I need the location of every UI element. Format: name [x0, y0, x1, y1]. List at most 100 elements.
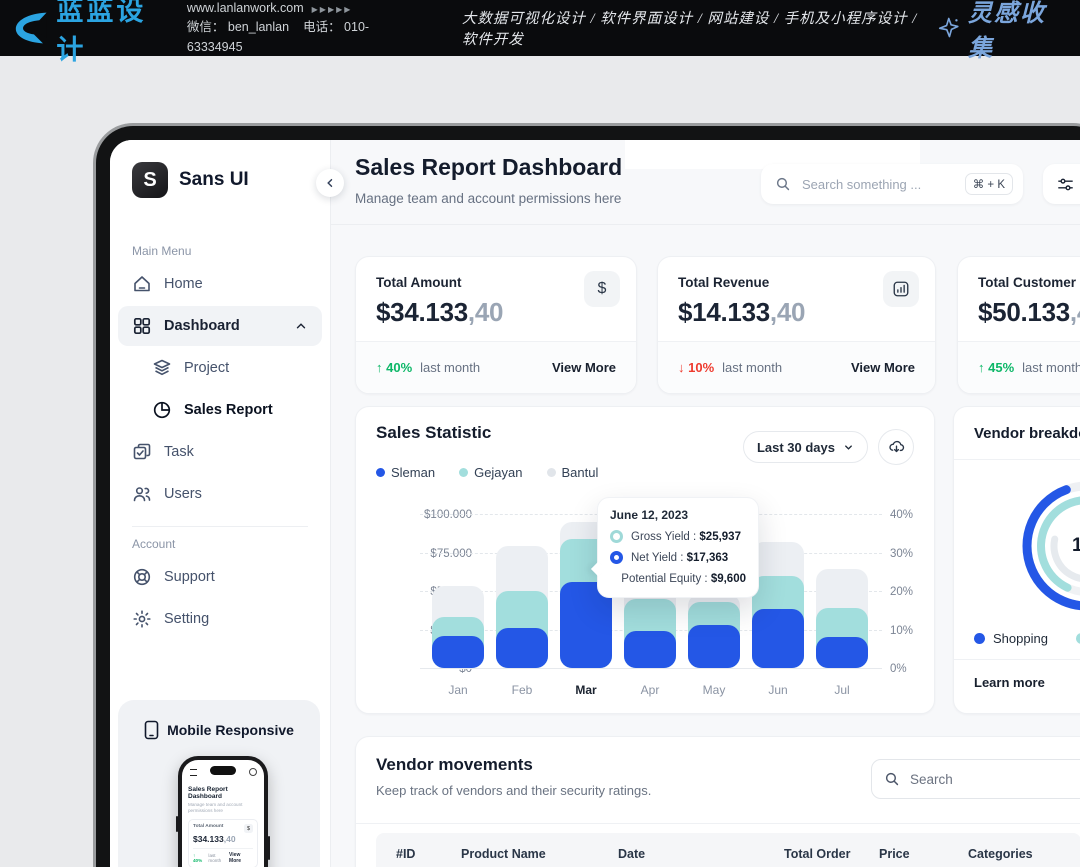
sidebar-item-label: Dashboard — [164, 318, 240, 334]
bar-jul-sleman[interactable] — [816, 637, 868, 668]
bar-apr-sleman[interactable] — [624, 631, 676, 668]
mini-stat-value: $34.133 — [193, 834, 224, 845]
period-label: last month — [1022, 360, 1080, 375]
y-tick-label: 40% — [890, 509, 914, 521]
search-icon — [885, 772, 899, 786]
view-more-link[interactable]: View More — [850, 360, 915, 375]
mini-view-more: View More — [229, 852, 241, 865]
trend-up-badge: 45% — [978, 360, 1014, 375]
legend-label: Sleman — [391, 465, 436, 480]
mobile-responsive-title: Mobile Responsive — [167, 722, 294, 738]
banner-services: 大数据可视化设计 / 软件界面设计 / 网站建设 / 手机及小程序设计 / 软件… — [461, 11, 918, 48]
mini-page-subtitle: Manage team and account permissions here — [188, 802, 243, 814]
banner-collect[interactable]: 灵感收集 — [937, 0, 1062, 63]
dollar-icon: $ — [244, 824, 253, 834]
mini-stat-title: Total Amount — [193, 824, 224, 830]
column-header-price: Price — [879, 847, 910, 861]
y-tick-label: 30% — [890, 547, 914, 560]
view-more-link[interactable]: View More — [551, 360, 616, 375]
sidebar-item-dashboard[interactable]: Dashboard — [118, 306, 322, 346]
column-header-product-name: Product Name — [461, 847, 546, 861]
sidebar-item-sales-report[interactable]: Sales Report — [138, 390, 322, 430]
sales-statistic-card: Sales Statistic Sleman Gejayan Bantul La… — [355, 406, 935, 714]
main-content: Sales Report Dashboard Manage team and a… — [330, 140, 1080, 867]
stat-value: $50.133 — [978, 297, 1070, 327]
stat-value: $14.133 — [678, 297, 770, 327]
search-icon — [776, 177, 790, 191]
users-icon — [133, 487, 151, 502]
lifebuoy-icon — [133, 568, 151, 586]
download-button[interactable] — [878, 429, 914, 465]
page-subtitle: Manage team and account permissions here — [355, 191, 622, 206]
period-label: last month — [722, 360, 783, 375]
laptop-mockup: S Sans UI Main Menu Home Dashboard — [93, 123, 1080, 867]
ring-icon — [610, 572, 614, 585]
sidebar-item-project[interactable]: Project — [138, 348, 322, 388]
donut-chart — [1022, 481, 1080, 611]
chevron-up-icon — [296, 323, 306, 329]
chart-title: Sales Statistic — [376, 423, 492, 442]
hamburger-icon — [190, 769, 197, 776]
stat-value: $34.133 — [376, 297, 468, 327]
sidebar-item-support[interactable]: Support — [118, 557, 322, 597]
month-label: Mar — [575, 683, 597, 697]
divider — [954, 659, 1080, 660]
sidebar-item-label: Support — [164, 569, 215, 585]
period-label: last month — [420, 360, 481, 375]
bar-jun-sleman[interactable] — [752, 609, 804, 668]
pie-chart-icon — [153, 401, 171, 419]
stat-title: Total Revenue — [678, 275, 770, 290]
donut-center-value: 10 — [1072, 535, 1080, 556]
legend-label: Gejayan — [474, 465, 523, 480]
legend-dot — [974, 633, 985, 644]
vendor-movements-title: Vendor movements — [376, 755, 533, 774]
gear-icon — [133, 610, 151, 628]
phone-screen: Sales Report Dashboard Manage team and a… — [182, 760, 264, 867]
sidebar-collapse-button[interactable] — [316, 169, 344, 197]
y-tick-label: 0% — [890, 663, 907, 675]
banner-contact: www.lanlanwork.com ▶▶▶▶▶ 微信： ben_lanlan 电话… — [187, 0, 416, 57]
global-search[interactable]: ⌘ + K — [761, 164, 1023, 204]
bar-may-sleman[interactable] — [688, 625, 740, 668]
brand: S Sans UI — [110, 140, 330, 198]
gridline — [420, 668, 882, 669]
learn-more-link[interactable]: Learn more — [974, 675, 1045, 690]
search-input[interactable] — [800, 175, 965, 193]
legend-dot — [459, 468, 469, 477]
stat-card-total-amount: Total Amount $ $34.133,40 40% last month… — [355, 256, 637, 394]
table-search[interactable] — [871, 759, 1080, 799]
chart-legend: Sleman Gejayan Bantul — [376, 465, 598, 480]
sidebar-item-users[interactable]: Users — [118, 474, 322, 514]
table-search-input[interactable] — [908, 770, 1080, 788]
vendor-breakdown-legend: Shopping — [974, 631, 1080, 646]
divider — [954, 459, 1080, 460]
shortcut-badge: ⌘ + K — [964, 173, 1013, 195]
lanlan-logo-icon — [15, 12, 47, 44]
sidebar-item-setting[interactable]: Setting — [118, 599, 322, 639]
banner-website[interactable]: www.lanlanwork.com — [186, 0, 304, 15]
mini-period: last month — [208, 853, 222, 864]
column-header-date: Date — [618, 847, 646, 861]
mobile-responsive-card: Mobile Responsive Sales Report Dashboard… — [118, 700, 320, 867]
account-label: Account — [132, 537, 176, 551]
date-range-dropdown[interactable]: Last 30 days — [742, 431, 868, 463]
mini-page-title: Sales Report Dashboard — [188, 786, 228, 800]
header-divider — [330, 224, 1080, 225]
trend-down-badge: 10% — [678, 360, 714, 375]
app-screen: S Sans UI Main Menu Home Dashboard — [110, 140, 1080, 867]
date-range-label: Last 30 days — [756, 439, 835, 455]
sidebar-item-home[interactable]: Home — [118, 264, 322, 304]
month-label: Apr — [640, 683, 660, 697]
month-label: May — [702, 683, 726, 697]
customize-button[interactable]: Cu — [1043, 164, 1080, 204]
legend-dot — [546, 468, 556, 477]
brand-name: Sans UI — [179, 169, 249, 190]
bar-feb-sleman[interactable] — [496, 628, 548, 668]
ring-icon — [610, 530, 623, 543]
banner-logo: 蓝蓝设计 — [14, 0, 165, 67]
stat-cents: ,40 — [467, 297, 504, 327]
y-axis-right: 40% 30% 20% 10% 0% — [890, 509, 934, 675]
bar-jan-sleman[interactable] — [432, 636, 484, 668]
vendor-breakdown-title: Vendor breakdown — [974, 425, 1080, 442]
sidebar-item-task[interactable]: Task — [118, 432, 322, 472]
